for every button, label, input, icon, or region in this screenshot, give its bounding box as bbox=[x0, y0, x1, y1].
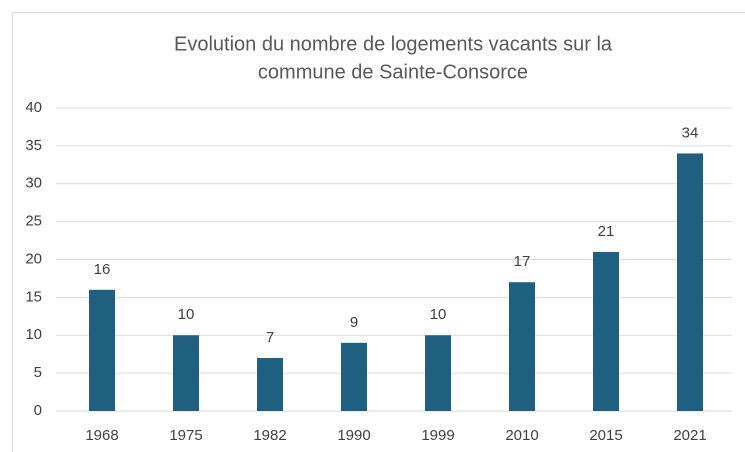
y-tick-label: 15 bbox=[25, 288, 42, 305]
bar bbox=[677, 153, 703, 411]
x-tick-label: 2021 bbox=[673, 427, 706, 444]
x-tick-label: 1999 bbox=[421, 427, 454, 444]
y-tick-label: 25 bbox=[25, 213, 42, 230]
bar bbox=[89, 289, 115, 411]
bar bbox=[425, 335, 451, 411]
data-label: 9 bbox=[350, 314, 358, 331]
y-tick-label: 40 bbox=[25, 99, 42, 116]
bar bbox=[593, 251, 619, 411]
y-tick-label: 5 bbox=[34, 364, 42, 381]
chart-title: Evolution du nombre de logements vacants… bbox=[174, 33, 613, 55]
x-tick-label: 1968 bbox=[85, 427, 118, 444]
data-label: 10 bbox=[430, 306, 447, 323]
y-tick-label: 35 bbox=[25, 137, 42, 154]
y-tick-label: 30 bbox=[25, 175, 42, 192]
data-label: 16 bbox=[94, 261, 111, 278]
y-tick-label: 10 bbox=[25, 326, 42, 343]
data-label: 21 bbox=[598, 223, 615, 240]
y-tick-label: 0 bbox=[34, 402, 42, 419]
data-label: 17 bbox=[514, 253, 531, 270]
chart-title: commune de Sainte-Consorce bbox=[258, 61, 528, 83]
x-tick-label: 1990 bbox=[337, 427, 370, 444]
bar bbox=[341, 342, 367, 411]
chart-frame bbox=[12, 12, 745, 452]
x-tick-label: 2010 bbox=[505, 427, 538, 444]
x-tick-label: 1975 bbox=[169, 427, 202, 444]
data-label: 34 bbox=[682, 124, 699, 141]
x-tick-label: 1982 bbox=[253, 427, 286, 444]
x-tick-label: 2015 bbox=[589, 427, 622, 444]
bar bbox=[257, 357, 283, 411]
data-label: 10 bbox=[178, 306, 195, 323]
y-tick-label: 20 bbox=[25, 250, 42, 267]
bar bbox=[509, 282, 535, 411]
data-label: 7 bbox=[266, 329, 274, 346]
bar bbox=[173, 335, 199, 411]
